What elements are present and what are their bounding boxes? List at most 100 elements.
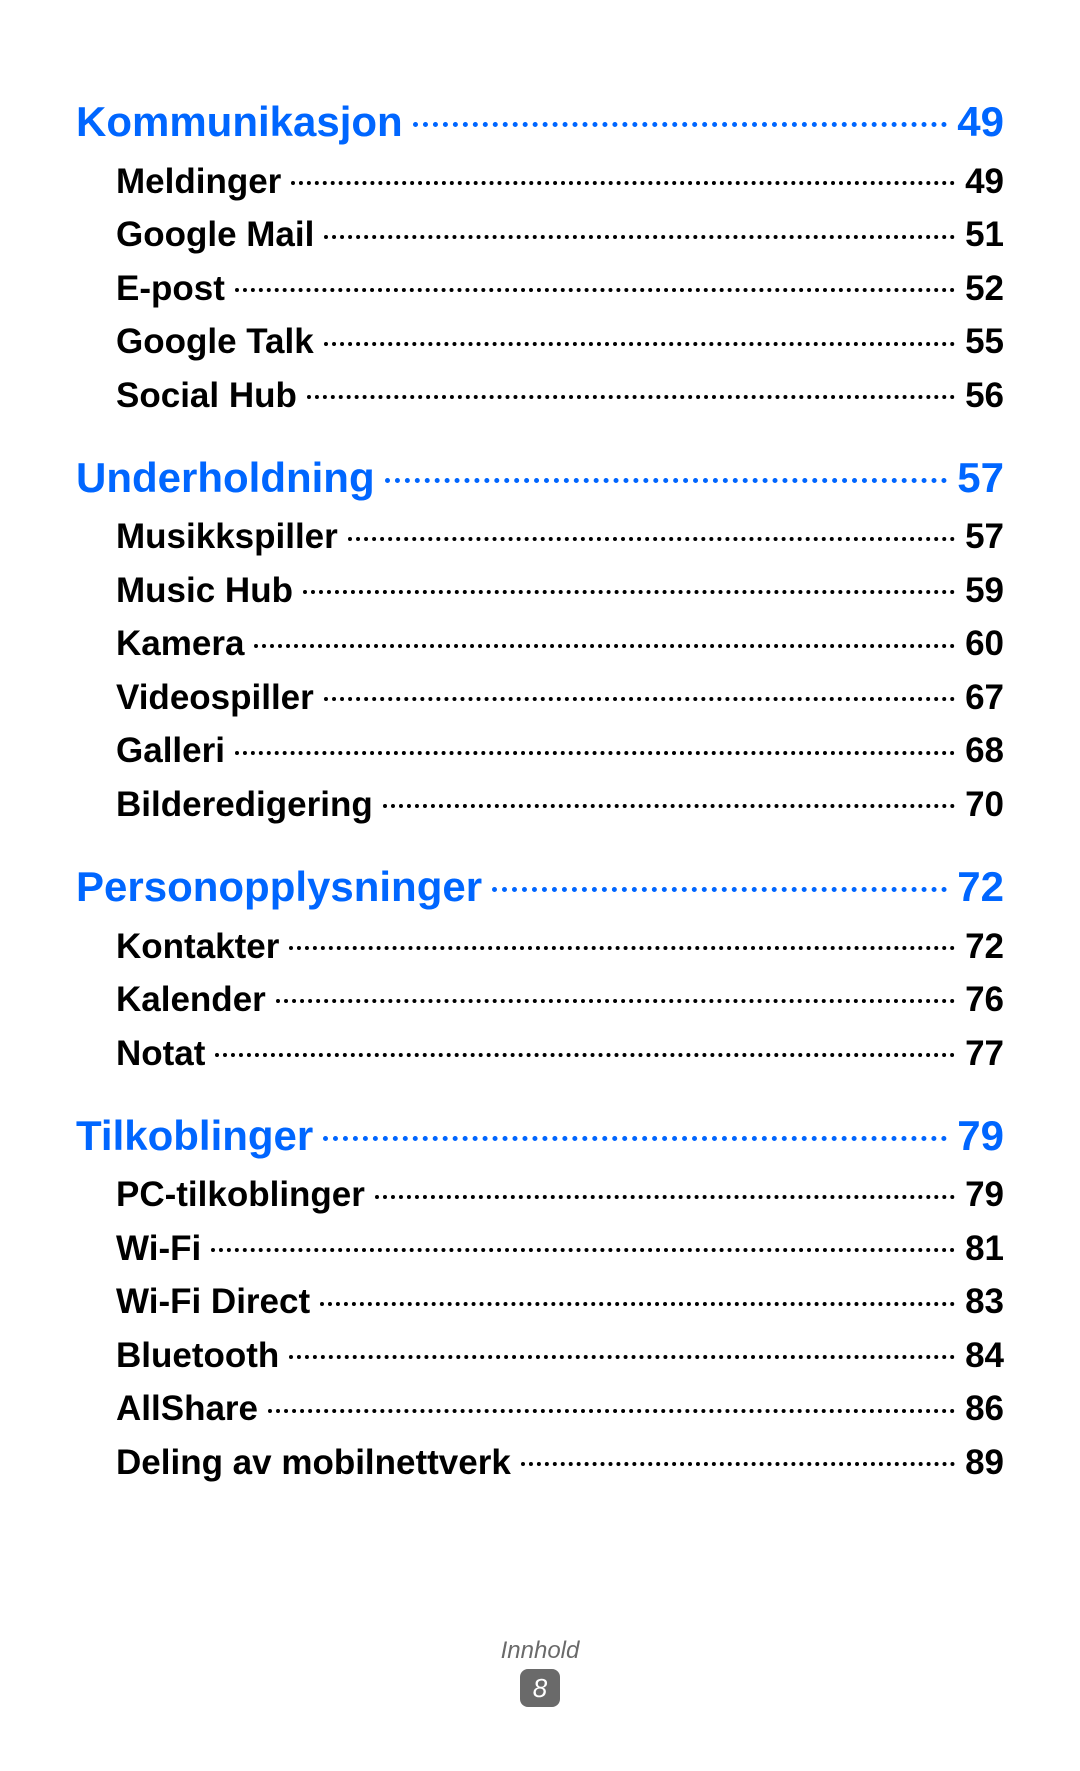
toc-section-page: 49 (957, 98, 1004, 146)
toc-subitem-page: 84 (965, 1336, 1004, 1376)
toc-leader-dots (307, 368, 955, 407)
toc-subitem-row[interactable]: PC-tilkoblinger 79 (116, 1168, 1004, 1216)
toc-subitem-row[interactable]: Videospiller67 (116, 670, 1004, 718)
toc-subitem-title: Social Hub (116, 376, 297, 416)
toc-leader-dots (492, 855, 947, 901)
toc-subitem-page: 55 (965, 322, 1004, 362)
toc-subitem-row[interactable]: Notat 77 (116, 1026, 1004, 1074)
toc-section-title: Personopplysninger (76, 863, 482, 911)
toc-subitem-page: 60 (965, 624, 1004, 664)
toc-subitem-row[interactable]: E-post 52 (116, 261, 1004, 309)
toc-leader-dots (385, 446, 948, 492)
toc-leader-dots (276, 973, 955, 1012)
toc-section-row[interactable]: Underholdning57 (76, 446, 1004, 502)
toc-subitem-title: Wi-Fi Direct (116, 1282, 310, 1322)
toc-subitem-row[interactable]: Social Hub 56 (116, 368, 1004, 416)
toc-leader-dots (323, 1104, 947, 1150)
toc-subitem-page: 59 (965, 571, 1004, 611)
toc-leader-dots (348, 510, 955, 549)
toc-subitem-title: Videospiller (116, 678, 314, 718)
toc-leader-dots (303, 563, 955, 602)
toc-subitem-row[interactable]: Wi-Fi Direct 83 (116, 1275, 1004, 1323)
toc-subitem-row[interactable]: Google Mail 51 (116, 208, 1004, 256)
toc-subitem-row[interactable]: Kalender 76 (116, 973, 1004, 1021)
toc-section: Underholdning57 Musikkspiller 57 Music Hub 5… (76, 446, 1004, 825)
toc-subitem-page: 76 (965, 980, 1004, 1020)
toc-subitem-title: E-post (116, 269, 225, 309)
toc-subitem-row[interactable]: AllShare 86 (116, 1382, 1004, 1430)
toc-leader-dots (375, 1168, 955, 1207)
toc-section-row[interactable]: Kommunikasjon 49 (76, 90, 1004, 146)
footer-page-number: 8 (520, 1669, 560, 1707)
toc-subitem-title: Kamera (116, 624, 244, 664)
toc-leader-dots (291, 154, 955, 193)
toc-subitem-title: Bluetooth (116, 1336, 279, 1376)
toc-subitem-page: 56 (965, 376, 1004, 416)
toc-leader-dots (324, 208, 955, 247)
toc-leader-dots (289, 919, 955, 958)
footer-section-label: Innhold (0, 1637, 1080, 1665)
toc-subitem-row[interactable]: Musikkspiller 57 (116, 510, 1004, 558)
toc-subitem-row[interactable]: Kamera 60 (116, 617, 1004, 665)
toc-subitem-row[interactable]: Deling av mobilnettverk 89 (116, 1435, 1004, 1483)
toc-leader-dots (324, 670, 955, 709)
toc-subitem-page: 81 (965, 1229, 1004, 1269)
toc-section: Personopplysninger72Kontakter72Kalender7… (76, 855, 1004, 1074)
toc-leader-dots (254, 617, 955, 656)
toc-leader-dots (324, 315, 955, 354)
toc-leader-dots (268, 1382, 955, 1421)
toc-subitem-title: Wi-Fi (116, 1229, 201, 1269)
toc-section: Kommunikasjon 49 Meldinger 49 Google Mail 51 E… (76, 90, 1004, 416)
toc-subitem-title: Deling av mobilnettverk (116, 1443, 511, 1483)
toc-subitem-row[interactable]: Music Hub 59 (116, 563, 1004, 611)
toc-subitem-title: Music Hub (116, 571, 293, 611)
table-of-contents: Kommunikasjon 49 Meldinger 49 Google Mail 51 E… (76, 60, 1004, 1731)
toc-subitem-title: Bilderedigering (116, 785, 373, 825)
toc-subitem-title: Google Talk (116, 322, 314, 362)
toc-subitem-page: 79 (965, 1175, 1004, 1215)
toc-subitem-title: Notat (116, 1034, 205, 1074)
toc-subitem-page: 57 (965, 517, 1004, 557)
toc-leader-dots (383, 777, 955, 816)
toc-section-title: Kommunikasjon (76, 98, 403, 146)
toc-leader-dots (521, 1435, 955, 1474)
toc-leader-dots (235, 724, 955, 763)
toc-leader-dots (215, 1026, 955, 1065)
toc-subitem-title: PC-tilkoblinger (116, 1175, 365, 1215)
toc-subitem-row[interactable]: Meldinger 49 (116, 154, 1004, 202)
toc-subitem-title: Meldinger (116, 162, 281, 202)
page: Kommunikasjon 49 Meldinger 49 Google Mail 51 E… (0, 0, 1080, 1771)
toc-section-title: Tilkoblinger (76, 1112, 313, 1160)
toc-leader-dots (235, 261, 955, 300)
toc-subitem-page: 72 (965, 927, 1004, 967)
toc-subitem-row[interactable]: Bilderedigering 70 (116, 777, 1004, 825)
toc-subitem-page: 77 (965, 1034, 1004, 1074)
toc-subitem-page: 51 (965, 215, 1004, 255)
toc-subitem-row[interactable]: Google Talk 55 (116, 315, 1004, 363)
toc-subitem-page: 83 (965, 1282, 1004, 1322)
toc-subitem-row[interactable]: Kontakter72 (116, 919, 1004, 967)
toc-subitem-page: 89 (965, 1443, 1004, 1483)
toc-subitem-title: Kalender (116, 980, 266, 1020)
toc-subitem-title: Google Mail (116, 215, 314, 255)
toc-subitem-page: 49 (965, 162, 1004, 202)
toc-leader-dots (320, 1275, 955, 1314)
toc-section: Tilkoblinger79PC-tilkoblinger79Wi-Fi81Wi… (76, 1104, 1004, 1483)
toc-subitem-row[interactable]: Galleri 68 (116, 724, 1004, 772)
toc-subitem-title: Musikkspiller (116, 517, 338, 557)
toc-leader-dots (413, 90, 948, 136)
toc-subitem-title: AllShare (116, 1389, 258, 1429)
toc-subitem-page: 86 (965, 1389, 1004, 1429)
toc-section-row[interactable]: Tilkoblinger79 (76, 1104, 1004, 1160)
toc-leader-dots (289, 1328, 955, 1367)
toc-subitem-title: Galleri (116, 731, 225, 771)
toc-section-page: 72 (957, 863, 1004, 911)
toc-subitem-page: 70 (965, 785, 1004, 825)
toc-subitem-page: 68 (965, 731, 1004, 771)
toc-subitem-page: 52 (965, 269, 1004, 309)
toc-subitem-row[interactable]: Wi-Fi 81 (116, 1221, 1004, 1269)
page-footer: Innhold 8 (0, 1637, 1080, 1707)
toc-leader-dots (211, 1221, 955, 1260)
toc-section-row[interactable]: Personopplysninger 72 (76, 855, 1004, 911)
toc-subitem-row[interactable]: Bluetooth 84 (116, 1328, 1004, 1376)
